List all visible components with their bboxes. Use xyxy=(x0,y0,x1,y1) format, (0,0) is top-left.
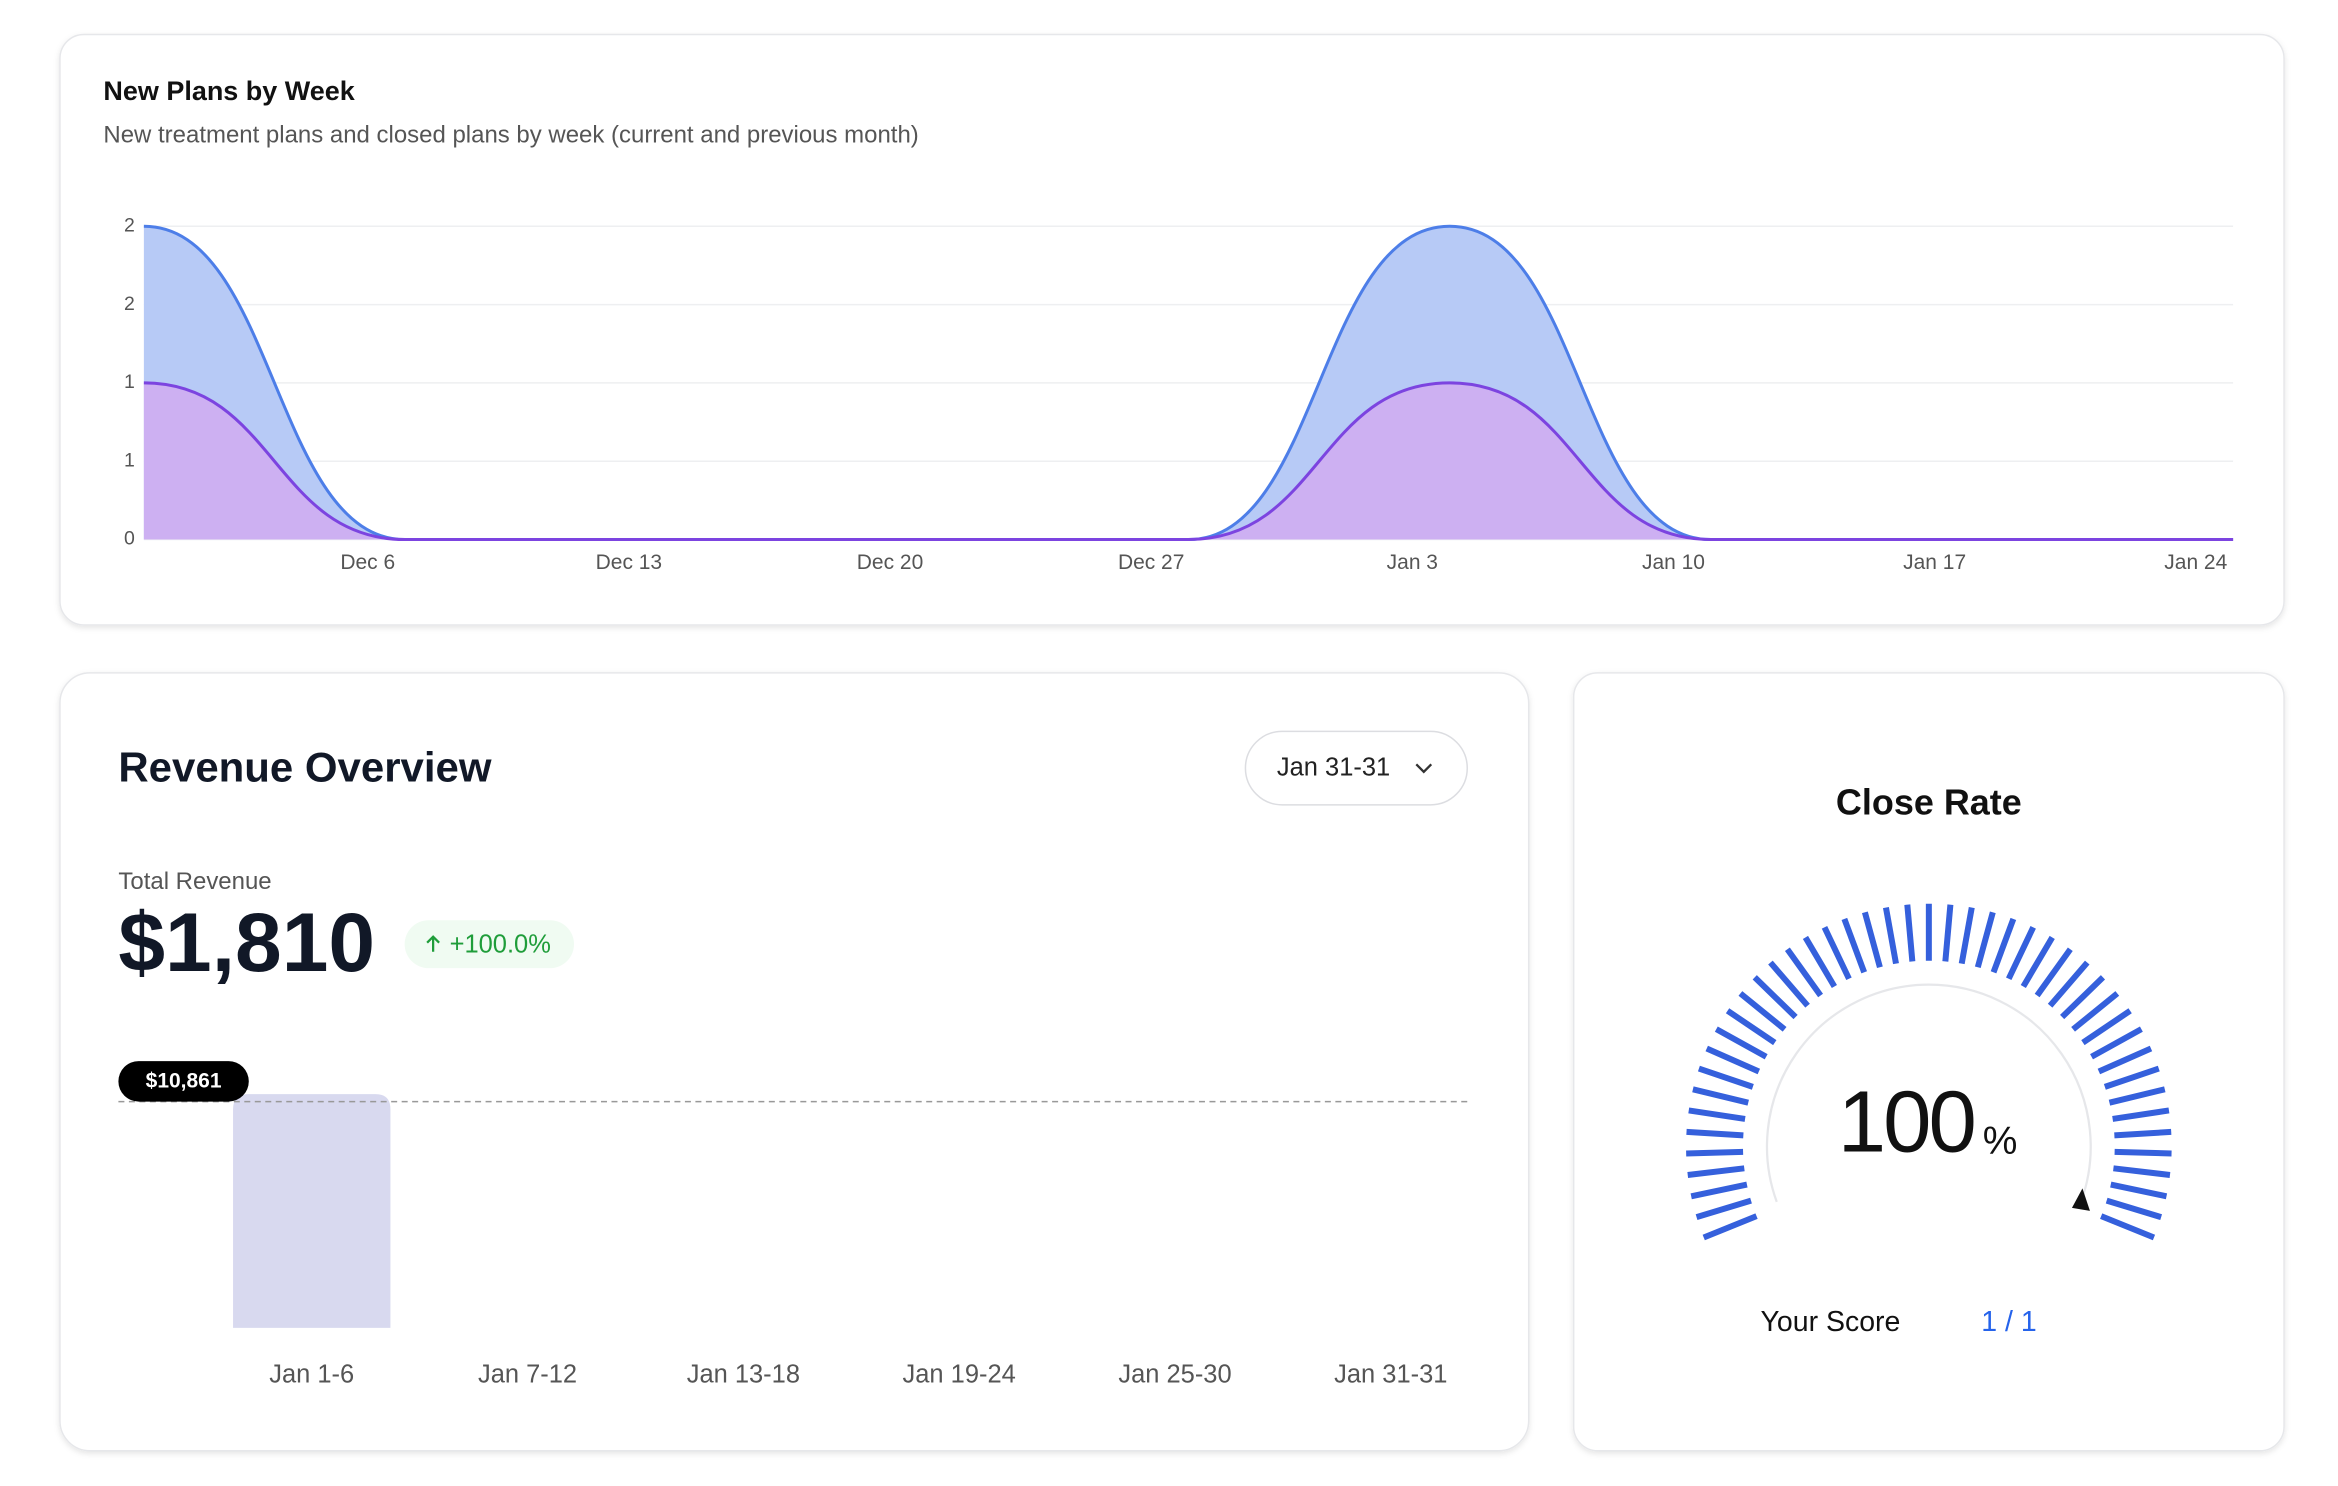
gauge-tick xyxy=(2113,1165,2171,1178)
gauge-tick xyxy=(1692,1086,1749,1106)
gauge-tick xyxy=(1942,904,1954,962)
x-tick-label: Jan 25-30 xyxy=(1118,1361,1231,1389)
y-tick-label: 0 xyxy=(124,528,135,550)
gauge-tick xyxy=(1695,1197,1752,1221)
gauge-tick xyxy=(1841,917,1867,974)
gauge-tick xyxy=(2105,1197,2163,1221)
x-tick-label: Dec 20 xyxy=(857,551,923,574)
gauge-fill xyxy=(1686,903,2172,1241)
range-dropdown[interactable]: Jan 31-31 xyxy=(1244,730,1468,806)
value-label-pill xyxy=(118,1061,249,1102)
chevron-icon xyxy=(1415,763,1433,774)
gauge-tick xyxy=(1958,907,1975,965)
gauge-tick xyxy=(2114,1148,2172,1157)
total-label: Total Revenue xyxy=(118,868,271,895)
x-tick-label: Jan 3 xyxy=(1387,551,1438,574)
x-tick-label: Jan 19-24 xyxy=(903,1361,1016,1389)
gauge-tick xyxy=(1882,907,1899,965)
x-tick-label: Jan 24 xyxy=(2164,551,2227,574)
card-subtitle: New treatment plans and closed plans by … xyxy=(103,122,918,149)
gauge-tick xyxy=(2071,991,2120,1032)
gauge-tick xyxy=(2114,1128,2172,1139)
y-tick-label: 1 xyxy=(124,449,135,471)
gauge-tick xyxy=(2108,1086,2166,1106)
gauge-tick xyxy=(1752,975,1798,1020)
gauge-tick xyxy=(1686,1148,1744,1157)
x-tick-label: Jan 31-31 xyxy=(1334,1361,1447,1389)
gauge-tick xyxy=(2047,960,2090,1008)
gauge-tick xyxy=(1768,960,1810,1008)
gauge-tick xyxy=(2110,1181,2168,1200)
gauge-tick xyxy=(2081,1008,2132,1046)
gauge-tick xyxy=(2112,1107,2170,1122)
card xyxy=(1572,672,2285,1452)
gauge-tick xyxy=(1688,1107,1746,1122)
change-badge xyxy=(404,920,575,969)
gauge-tick xyxy=(1990,917,2017,974)
gauge-tick xyxy=(2060,975,2106,1020)
gauge-tick xyxy=(1687,1165,1745,1178)
card-title: Close Rate xyxy=(1836,781,2022,822)
gauge-tick xyxy=(1904,904,1916,962)
gauge-tick xyxy=(2097,1045,2153,1075)
card xyxy=(59,33,2285,626)
value-label: $10,861 xyxy=(146,1070,222,1093)
gauge-tick xyxy=(2006,926,2036,981)
gauge-tick xyxy=(1705,1045,1761,1075)
x-tick-label: Jan 7-12 xyxy=(478,1361,577,1389)
gauge-tick xyxy=(2100,1213,2156,1241)
card-title: New Plans by Week xyxy=(103,76,355,106)
gauge-inner-arc xyxy=(1765,983,2092,1203)
gauge-tick xyxy=(1686,1128,1744,1139)
gauge-tick xyxy=(1738,991,1787,1032)
gauge-tick xyxy=(2103,1065,2160,1090)
gauge-tick xyxy=(1725,1008,1777,1046)
gauge-tick xyxy=(1974,911,1996,969)
x-tick-label: Jan 10 xyxy=(1642,551,1705,574)
change-value: +100.0% xyxy=(450,930,551,958)
score-label: Your Score xyxy=(1761,1306,1901,1338)
card-title: Revenue Overview xyxy=(118,743,491,790)
x-tick-label: Dec 27 xyxy=(1118,551,1184,574)
gauge-tick xyxy=(1784,947,1824,998)
gauge-tick xyxy=(1802,935,1837,989)
gauge-tick xyxy=(1714,1026,1768,1060)
gauge-tick xyxy=(1702,1213,1758,1241)
score-value: 1 / 1 xyxy=(1981,1306,2036,1338)
x-tick-label: Jan 1-6 xyxy=(269,1361,354,1389)
gauge-tick xyxy=(2034,947,2073,998)
arrow-up-icon xyxy=(426,935,440,952)
gauge-pointer xyxy=(2071,1188,2090,1211)
gauge-tick xyxy=(1862,911,1883,969)
y-tick-label: 2 xyxy=(124,293,135,315)
x-tick-label: Jan 13-18 xyxy=(687,1361,800,1389)
area-line xyxy=(143,381,2234,542)
dropdown-label[interactable]: Jan 31-31 xyxy=(1277,754,1390,782)
gauge-tick xyxy=(1821,926,1852,981)
y-tick-label: 2 xyxy=(124,214,135,236)
gauge-tick xyxy=(2090,1026,2143,1060)
y-tick-label: 1 xyxy=(124,371,135,393)
gauge-unit: % xyxy=(1983,1120,2018,1163)
total-value: $1,810 xyxy=(118,895,375,989)
gauge-tick xyxy=(1690,1181,1748,1200)
x-tick-label: Dec 13 xyxy=(596,551,662,574)
x-tick-label: Dec 6 xyxy=(340,551,395,574)
gauge-tick xyxy=(2020,935,2055,989)
gauge-tick xyxy=(1697,1065,1754,1090)
x-tick-label: Jan 17 xyxy=(1903,551,1966,574)
card xyxy=(59,672,1530,1452)
bar xyxy=(233,1094,391,1328)
gauge-value: 100 xyxy=(1838,1074,1974,1171)
dropdown-box[interactable] xyxy=(1244,730,1468,806)
